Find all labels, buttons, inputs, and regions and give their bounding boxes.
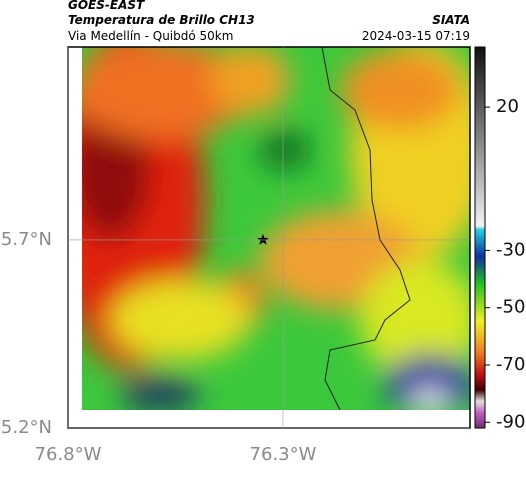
location-marker: [257, 234, 269, 245]
colorbar-tick-label: -50: [496, 297, 525, 318]
colorbar-tick-label: -30: [496, 239, 525, 260]
satellite-image: [82, 47, 470, 410]
y-tick-label: 5.2°N: [1, 417, 52, 438]
colorbar-tick-label: 20: [496, 96, 519, 117]
x-tick-label: 76.3°W: [250, 444, 317, 465]
x-tick-label: 76.8°W: [35, 444, 102, 465]
region: Via Medellín - Quibdó 50km: [68, 29, 233, 43]
title: GOES-EAST: [68, 0, 145, 12]
colorbar-tick-label: -90: [496, 411, 525, 432]
subtitle: Temperatura de Brillo CH13: [68, 13, 255, 27]
y-tick-label: 5.7°N: [1, 229, 52, 250]
source: SIATA: [432, 13, 470, 27]
colorbar: [474, 46, 486, 429]
colorbar-tick-label: -70: [496, 354, 525, 375]
timestamp: 2024-03-15 07:19: [362, 29, 470, 43]
